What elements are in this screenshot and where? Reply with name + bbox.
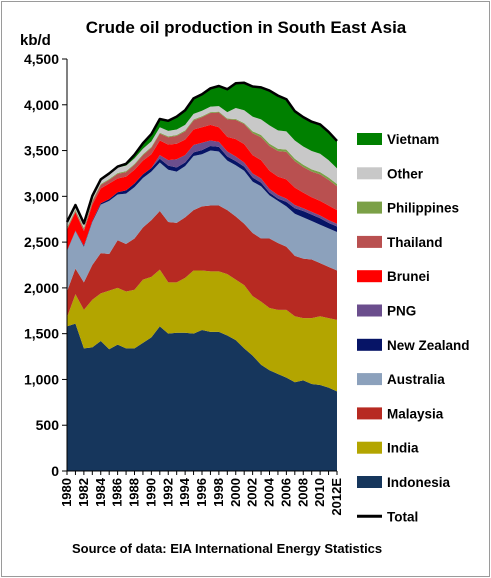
legend-swatch-png bbox=[357, 304, 382, 317]
x-tick-label: 1982 bbox=[76, 478, 91, 507]
legend-swatch-thailand bbox=[357, 235, 382, 248]
legend-label-brunei: Brunei bbox=[387, 269, 430, 284]
legend-swatch-brunei bbox=[357, 270, 382, 283]
stacked-areas bbox=[67, 82, 337, 471]
legend-label-png: PNG bbox=[387, 304, 416, 319]
x-tick-label: 2012E bbox=[329, 478, 344, 516]
area-vietnam bbox=[67, 82, 337, 224]
x-tick-label: 1996 bbox=[194, 478, 209, 507]
legend-label-new-zealand: New Zealand bbox=[387, 338, 470, 353]
legend: Vietnam Other Philippines Thailand Brunei PNG… bbox=[357, 132, 470, 524]
x-tick-label: 1986 bbox=[110, 478, 125, 507]
y-axis-label: kb/d bbox=[20, 32, 51, 49]
area-india bbox=[67, 269, 337, 392]
area-malaysia bbox=[67, 205, 337, 320]
total-line-group bbox=[65, 81, 338, 225]
y-tick-label: 3,000 bbox=[24, 188, 59, 204]
x-tick-label: 2004 bbox=[262, 477, 277, 507]
legend-label-australia: Australia bbox=[387, 372, 445, 387]
y-tick-label: 1,500 bbox=[24, 326, 59, 342]
x-tick-label: 2006 bbox=[278, 478, 293, 507]
y-tick-label: 4,500 bbox=[24, 51, 59, 67]
legend-label-total: Total bbox=[387, 509, 418, 524]
source-note: Source of data: EIA International Energy… bbox=[72, 541, 382, 556]
legend-label-india: India bbox=[387, 441, 419, 456]
legend-label-thailand: Thailand bbox=[387, 235, 443, 250]
legend-label-indonesia: Indonesia bbox=[387, 475, 451, 490]
area-thailand bbox=[67, 112, 337, 232]
legend-swatch-new-zealand bbox=[357, 338, 382, 351]
y-tick-label: 4,000 bbox=[24, 97, 59, 113]
x-tick-label: 1992 bbox=[160, 478, 175, 507]
legend-swatch-philippines bbox=[357, 201, 382, 214]
y-tick-label: 2,000 bbox=[24, 280, 59, 296]
total-line bbox=[65, 81, 338, 225]
x-tick-label: 1980 bbox=[59, 478, 74, 507]
area-other bbox=[67, 106, 337, 228]
x-tick-label: 1998 bbox=[211, 478, 226, 507]
x-tick-label: 1994 bbox=[177, 477, 192, 507]
legend-label-vietnam: Vietnam bbox=[387, 132, 439, 147]
legend-swatch-vietnam bbox=[357, 133, 382, 145]
area-brunei bbox=[67, 124, 337, 251]
y-tick-label: 3,500 bbox=[24, 143, 59, 159]
y-tick-label: 2,500 bbox=[24, 234, 59, 250]
legend-swatch-malaysia bbox=[357, 407, 382, 420]
legend-swatch-australia bbox=[357, 373, 382, 386]
axes: 0 500 1,000 1,500 2,000 2,500 3,000 3,500 4,000 4… bbox=[24, 51, 344, 516]
x-tick-label: 2008 bbox=[295, 478, 310, 507]
legend-swatch-indonesia bbox=[357, 476, 382, 488]
x-tick-label: 2000 bbox=[228, 478, 243, 507]
y-tick-label: 500 bbox=[36, 417, 60, 433]
x-tick-label: 2002 bbox=[245, 478, 260, 507]
legend-label-other: Other bbox=[387, 166, 424, 181]
area-indonesia bbox=[67, 323, 337, 471]
x-tick-label: 2010 bbox=[312, 478, 327, 507]
area-australia bbox=[67, 150, 337, 292]
y-tick-label: 1,000 bbox=[24, 371, 59, 387]
x-tick-label: 1988 bbox=[127, 478, 142, 507]
x-tick-label: 1990 bbox=[143, 478, 158, 507]
legend-label-malaysia: Malaysia bbox=[387, 406, 444, 421]
y-tick-label: 0 bbox=[51, 463, 59, 479]
x-tick-label: 1984 bbox=[93, 477, 108, 507]
legend-label-philippines: Philippines bbox=[387, 201, 459, 216]
chart-title: Crude oil production in South East Asia bbox=[86, 18, 407, 37]
legend-swatch-india bbox=[357, 441, 382, 454]
legend-swatch-other bbox=[357, 167, 382, 180]
